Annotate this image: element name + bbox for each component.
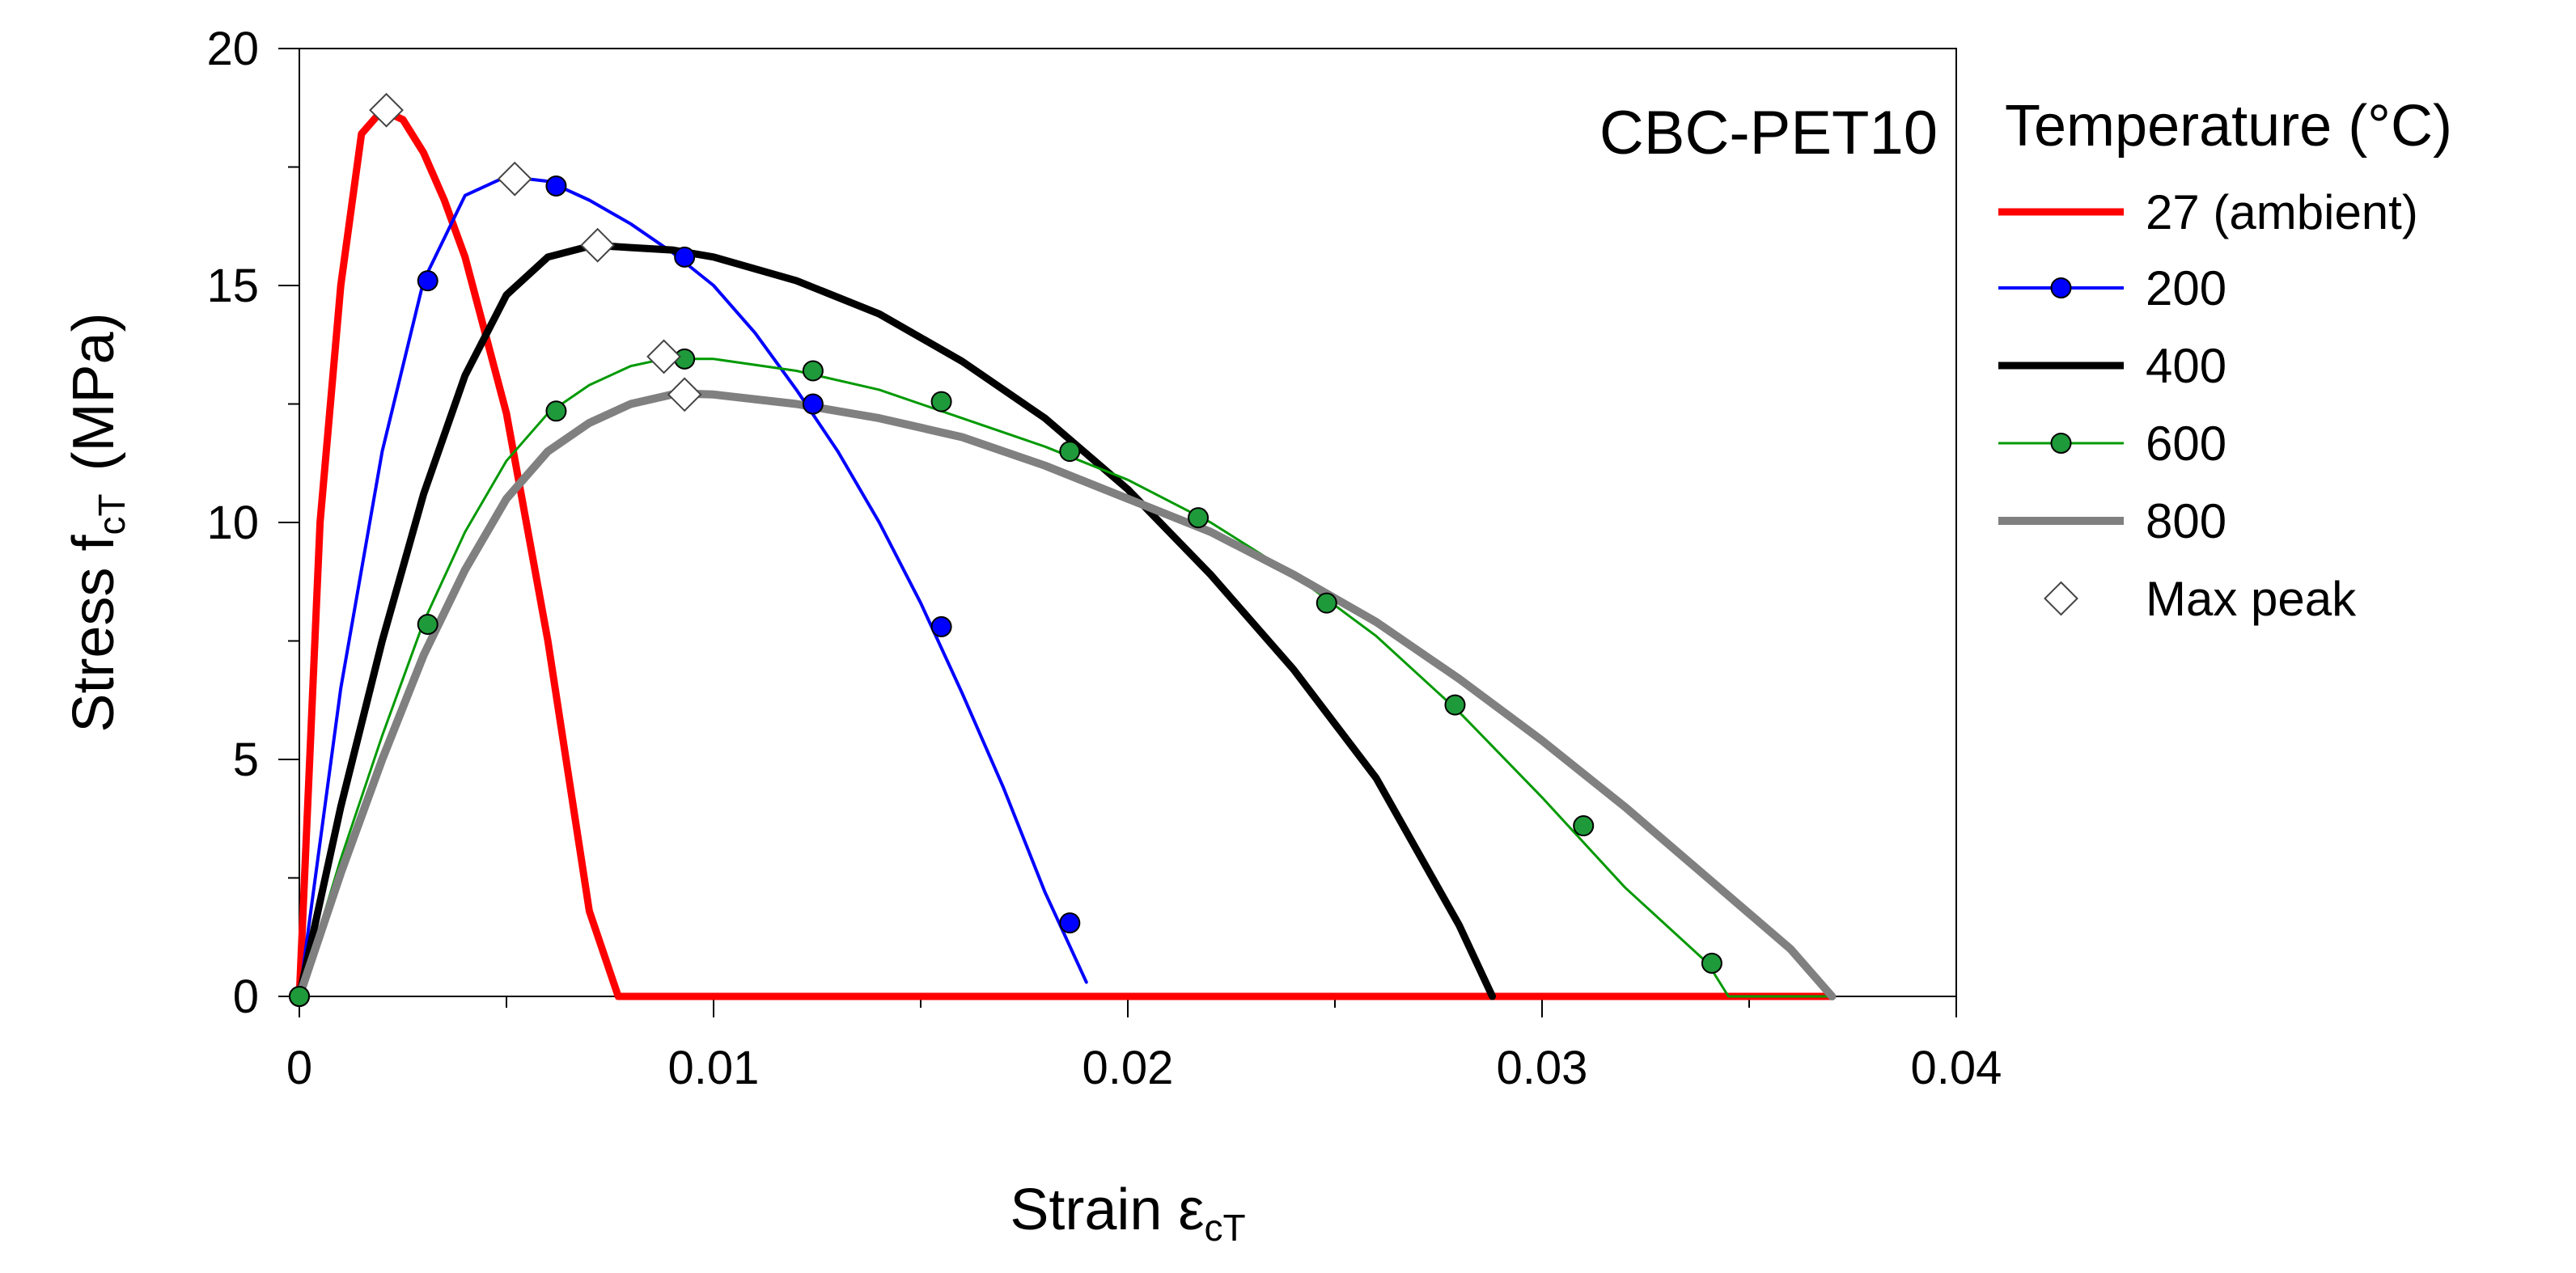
max-peak-point-0 <box>369 92 404 128</box>
legend: Temperature (°C) 27 (ambient) 200 400 600 80… <box>1998 94 2452 626</box>
series-1-point-1 <box>417 270 439 292</box>
series-3-point-1 <box>417 613 439 635</box>
markers-layer <box>289 175 1722 1007</box>
series-3-point-4 <box>802 360 824 382</box>
x-axis-title-main: Strain ε <box>1010 1178 1204 1242</box>
series-1-point-5 <box>930 615 952 637</box>
series-layer <box>295 106 1837 1000</box>
max-peak-point-1 <box>497 161 532 197</box>
series-1-point-6 <box>1059 912 1081 934</box>
y-tick-label-4: 20 <box>206 23 259 75</box>
series-3-point-7 <box>1188 507 1210 529</box>
legend-label-0: 27 (ambient) <box>2146 185 2418 239</box>
series-line-4 <box>295 389 1837 1000</box>
max-peak-point-3 <box>646 339 681 374</box>
series-3-point-6 <box>1059 441 1081 463</box>
y-tick-label-1: 5 <box>233 734 259 786</box>
legend-label-1: 200 <box>2146 261 2226 315</box>
series-3-point-11 <box>1701 952 1722 974</box>
x-axis-title: Strain εcT <box>1010 1178 1245 1249</box>
max-peak-point-4 <box>667 377 702 412</box>
y-axis-title: Stress fcT (MPa) <box>61 312 133 732</box>
y-tick-label-0: 0 <box>233 971 259 1023</box>
series-3-point-2 <box>545 400 567 422</box>
y-axis-title-subscript: cT <box>91 493 133 535</box>
legend-swatch-max-peak <box>2044 581 2078 616</box>
series-3-point-5 <box>930 391 952 412</box>
series-line-0 <box>295 106 1836 1000</box>
y-tick-label-2: 10 <box>206 497 259 549</box>
x-tick-label-2: 0.02 <box>1083 1042 1174 1094</box>
series-3-point-9 <box>1444 694 1466 716</box>
series-3-point-0 <box>289 986 310 1007</box>
legend-marker-1 <box>2050 277 2072 298</box>
chart-annotation: CBC-PET10 <box>1599 99 1938 167</box>
series-line-1 <box>298 175 1088 998</box>
legend-label-4: 800 <box>2146 494 2226 548</box>
x-tick-label-1: 0.01 <box>668 1042 760 1094</box>
y-axis-title-main: Stress f <box>61 535 126 733</box>
series-3-point-10 <box>1573 815 1595 837</box>
series-1-point-3 <box>674 246 696 268</box>
legend-title: Temperature (°C) <box>2005 94 2452 159</box>
axes: 0 0.01 0.02 0.03 0.04 0 5 10 15 20 <box>206 23 2002 1094</box>
series-3-point-8 <box>1316 592 1337 614</box>
series-1-point-4 <box>802 393 824 415</box>
legend-label-max-peak: Max peak <box>2146 572 2357 626</box>
legend-label-2: 400 <box>2146 339 2226 393</box>
max-peak-layer <box>369 92 702 412</box>
x-tick-label-4: 0.04 <box>1911 1042 2002 1094</box>
x-tick-label-3: 0.03 <box>1497 1042 1588 1094</box>
series-line-3 <box>298 357 1833 998</box>
legend-label-3: 600 <box>2146 417 2226 471</box>
legend-marker-3 <box>2050 433 2072 454</box>
x-axis-title-subscript: cT <box>1205 1207 1246 1249</box>
max-peak-point-2 <box>580 227 616 263</box>
y-axis-title-unit: (MPa) <box>61 312 126 471</box>
x-tick-label-0: 0 <box>286 1042 312 1094</box>
series-line-2 <box>295 241 1497 1000</box>
y-tick-label-3: 15 <box>206 260 259 312</box>
series-1-point-2 <box>545 175 567 197</box>
